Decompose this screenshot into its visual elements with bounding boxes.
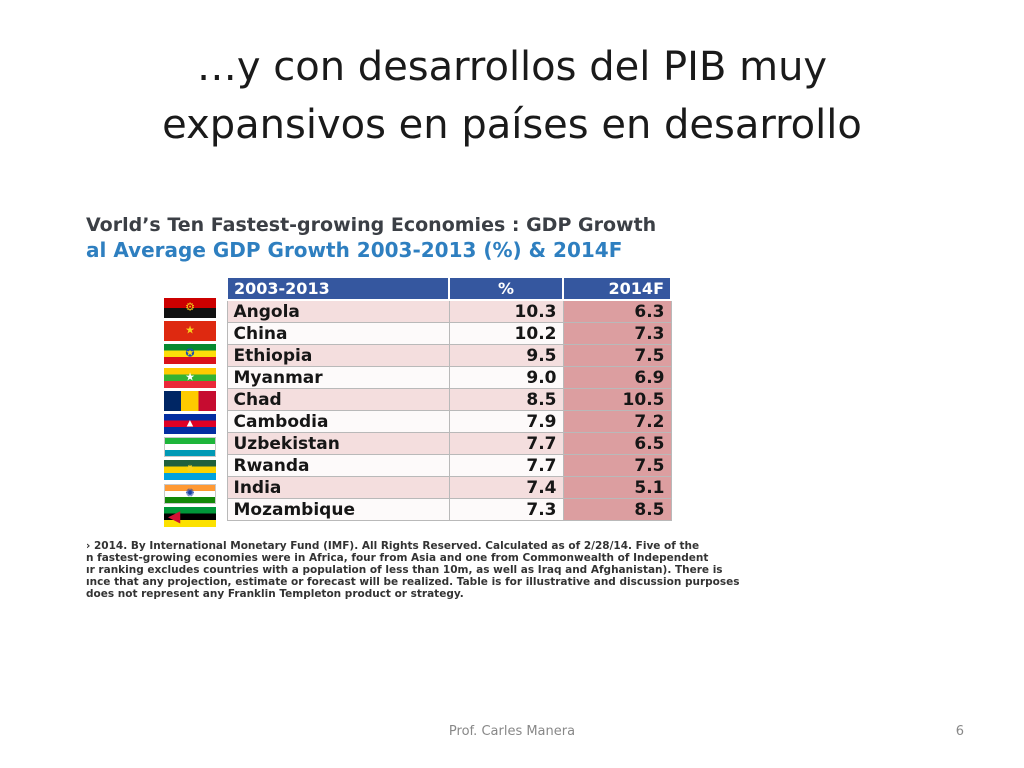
table-row: Myanmar 9.0 6.9 [226, 366, 672, 389]
ethiopia-flag-icon: ✪ [164, 344, 216, 365]
forecast-2014-cell: 6.3 [562, 299, 672, 323]
slide-title: …y con desarrollos del PIB muy expansivo… [60, 38, 964, 154]
footnote-line: ınce that any projection, estimate or fo… [86, 576, 740, 588]
country-cell: China [226, 322, 450, 345]
header-percent: % [448, 276, 564, 301]
growth-percent-cell: 7.3 [448, 498, 564, 521]
footnote-line: › 2014. By International Monetary Fund (… [86, 540, 700, 552]
uzbekistan-flag-icon [164, 437, 216, 458]
country-flags: ⚙ ★ ✪ ★ ▲ ✹ ✺ ◀ [164, 298, 218, 530]
footnote-line: does not represent any Franklin Templeto… [86, 588, 464, 600]
cambodia-flag-icon: ▲ [164, 413, 216, 434]
angola-flag-icon: ⚙ [164, 298, 216, 318]
india-flag-icon: ✺ [164, 483, 216, 504]
table-row: Angola 10.3 6.3 [226, 299, 672, 323]
growth-percent-cell: 7.9 [448, 410, 564, 433]
forecast-2014-cell: 7.5 [562, 454, 672, 477]
china-flag-icon: ★ [164, 321, 216, 342]
forecast-2014-cell: 10.5 [562, 388, 672, 411]
source-footnote: › 2014. By International Monetary Fund (… [86, 540, 922, 600]
growth-percent-cell: 7.4 [448, 476, 564, 499]
table-row: Cambodia 7.9 7.2 [226, 410, 672, 433]
forecast-2014-cell: 7.5 [562, 344, 672, 367]
myanmar-flag-icon: ★ [164, 367, 216, 388]
forecast-2014-cell: 7.2 [562, 410, 672, 433]
table-row: Ethiopia 9.5 7.5 [226, 344, 672, 367]
table-row: Chad 8.5 10.5 [226, 388, 672, 411]
country-cell: Mozambique [226, 498, 450, 521]
image-heading-line-1: Vorld’s Ten Fastest-growing Economies : … [86, 214, 657, 236]
mozambique-flag-icon: ◀ [164, 506, 216, 527]
image-heading-line-2: al Average GDP Growth 2003-2013 (%) & 20… [86, 238, 623, 262]
country-cell: India [226, 476, 450, 499]
footnote-line: ır ranking excludes countries with a pop… [86, 564, 723, 576]
country-cell: Rwanda [226, 454, 450, 477]
growth-percent-cell: 9.5 [448, 344, 564, 367]
growth-percent-cell: 9.0 [448, 366, 564, 389]
forecast-2014-cell: 7.3 [562, 322, 672, 345]
country-cell: Angola [226, 299, 450, 323]
table-row: China 10.2 7.3 [226, 322, 672, 345]
growth-percent-cell: 7.7 [448, 454, 564, 477]
header-period: 2003-2013 [226, 276, 450, 301]
table-row: India 7.4 5.1 [226, 476, 672, 499]
growth-percent-cell: 7.7 [448, 432, 564, 455]
country-cell: Chad [226, 388, 450, 411]
growth-percent-cell: 8.5 [448, 388, 564, 411]
chad-flag-icon [164, 390, 216, 411]
footnote-line: n fastest-growing economies were in Afri… [86, 552, 709, 564]
country-cell: Ethiopia [226, 344, 450, 367]
country-cell: Cambodia [226, 410, 450, 433]
growth-percent-cell: 10.3 [448, 299, 564, 323]
rwanda-flag-icon: ✹ [164, 460, 216, 481]
country-cell: Myanmar [226, 366, 450, 389]
table-row: Mozambique 7.3 8.5 [226, 498, 672, 521]
page-number: 6 [955, 724, 964, 739]
growth-percent-cell: 10.2 [448, 322, 564, 345]
table-row: Uzbekistan 7.7 6.5 [226, 432, 672, 455]
country-cell: Uzbekistan [226, 432, 450, 455]
forecast-2014-cell: 6.5 [562, 432, 672, 455]
footer-author: Prof. Carles Manera [448, 724, 576, 739]
table-header-row: 2003-2013 % 2014F [226, 276, 672, 301]
slide-title-line-2: expansivos en países en desarrollo [162, 102, 862, 148]
gdp-growth-table: 2003-2013 % 2014F Angola 10.3 6.3 China 10.2… [226, 276, 672, 521]
forecast-2014-cell: 5.1 [562, 476, 672, 499]
slide-title-line-1: …y con desarrollos del PIB muy [196, 44, 828, 90]
forecast-2014-cell: 8.5 [562, 498, 672, 521]
forecast-2014-cell: 6.9 [562, 366, 672, 389]
header-forecast: 2014F [562, 276, 672, 301]
gdp-growth-image: Vorld’s Ten Fastest-growing Economies : … [86, 212, 922, 602]
table-row: Rwanda 7.7 7.5 [226, 454, 672, 477]
